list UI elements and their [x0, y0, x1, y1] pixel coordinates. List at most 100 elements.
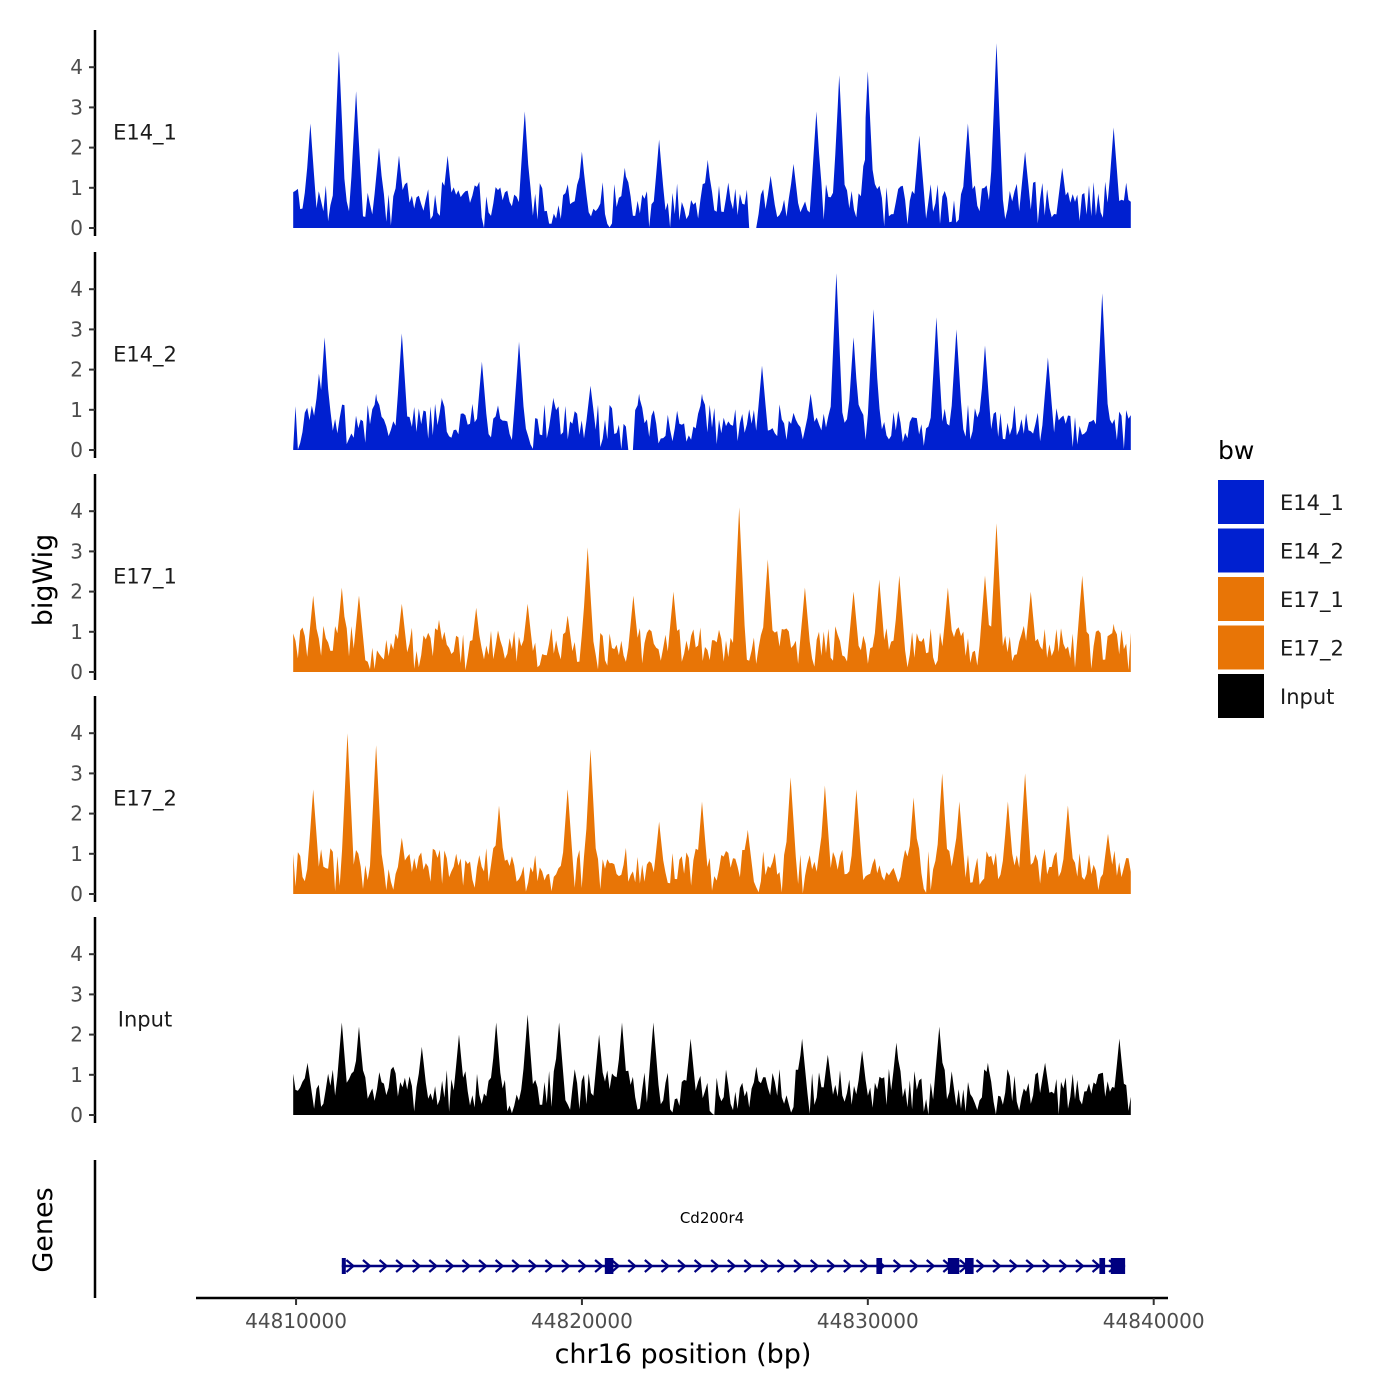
- y-tick-label: 4: [70, 277, 83, 301]
- x-axis-title: chr16 position (bp): [555, 1339, 812, 1370]
- x-tick-label: 44840000: [1103, 1309, 1205, 1333]
- strand-arrow: [1025, 1259, 1035, 1273]
- gene-exon: [1110, 1258, 1126, 1274]
- x-tick-label: 44810000: [245, 1309, 347, 1333]
- strand-arrow: [826, 1259, 836, 1273]
- strand-arrow: [743, 1259, 754, 1273]
- y-tick-label: 0: [70, 438, 83, 462]
- strand-arrow: [577, 1259, 588, 1273]
- legend-title: bw: [1218, 436, 1254, 465]
- gene-exon: [341, 1258, 346, 1274]
- y-tick-label: 4: [70, 942, 83, 966]
- y-tick-label: 3: [70, 95, 83, 119]
- strand-arrow: [461, 1259, 472, 1273]
- gene-exon: [947, 1258, 960, 1274]
- legend-label-E14_2: E14_2: [1280, 540, 1344, 565]
- gene-exon: [965, 1258, 974, 1274]
- y-tick-label: 1: [70, 1063, 83, 1087]
- coverage-area-Input: [293, 1014, 1131, 1115]
- legend-swatch-Input: [1218, 674, 1264, 718]
- track-label-E14_2: E14_2: [113, 343, 177, 368]
- strand-arrow: [793, 1259, 803, 1273]
- legend-label-E14_1: E14_1: [1280, 491, 1344, 516]
- x-tick-label: 44830000: [817, 1309, 919, 1333]
- genes-panel: Cd200r4 44810000 44820000 44830000 44840000: [93, 1160, 1205, 1333]
- strand-arrow: [478, 1259, 488, 1273]
- strand-arrow: [362, 1259, 372, 1273]
- strand-arrow: [445, 1259, 455, 1273]
- strand-arrow: [843, 1259, 853, 1273]
- genes-panel-title: Genes: [28, 1187, 59, 1272]
- strand-arrow: [395, 1259, 405, 1273]
- gene-exon: [876, 1258, 883, 1274]
- y-tick-label: 4: [70, 721, 83, 745]
- strand-arrow: [1008, 1259, 1019, 1273]
- strand-arrow: [859, 1259, 870, 1273]
- y-tick-label: 0: [70, 216, 83, 240]
- y-tick-label: 0: [70, 660, 83, 684]
- strand-arrow: [892, 1259, 903, 1273]
- coverage-area-E14_1: [293, 43, 1131, 228]
- strand-arrow: [926, 1259, 936, 1273]
- coverage-area-E14_2: [293, 273, 1131, 450]
- strand-arrow: [378, 1259, 389, 1273]
- y-tick-label: 3: [70, 761, 83, 785]
- y-tick-label: 4: [70, 55, 83, 79]
- y-tick-label: 1: [70, 620, 83, 644]
- axes: 0 1 2 3 4 E14_1 0 1 2 3 4 E14_2 0 1 2 3 4 E17_1 0 1 2 3 4 E17_2…: [70, 30, 177, 1127]
- strand-arrow: [760, 1259, 770, 1273]
- strand-arrow: [776, 1259, 787, 1273]
- strand-arrow: [710, 1259, 720, 1273]
- strand-arrow: [594, 1259, 604, 1273]
- coverage-area-E17_2: [293, 733, 1131, 894]
- y-tick-label: 0: [70, 882, 83, 906]
- y-tick-label: 3: [70, 539, 83, 563]
- strand-arrow: [411, 1259, 422, 1273]
- strand-arrow: [511, 1259, 521, 1273]
- legend-swatch-E14_1: [1218, 480, 1264, 524]
- y-tick-label: 2: [70, 136, 83, 160]
- y-axis-title: bigWig: [28, 534, 59, 627]
- strand-arrow: [975, 1259, 986, 1273]
- y-tick-label: 1: [70, 176, 83, 200]
- strand-arrow: [644, 1259, 654, 1273]
- y-tick-label: 0: [70, 1103, 83, 1127]
- track-label-Input: Input: [118, 1008, 172, 1032]
- y-tick-label: 4: [70, 499, 83, 523]
- x-tick-label: 44820000: [531, 1309, 633, 1333]
- strand-arrow: [809, 1259, 820, 1273]
- strand-arrow: [693, 1259, 704, 1273]
- y-tick-label: 2: [70, 802, 83, 826]
- strand-arrow: [610, 1259, 621, 1273]
- y-tick-label: 1: [70, 398, 83, 422]
- strand-arrow: [909, 1259, 919, 1273]
- strand-arrow: [428, 1259, 438, 1273]
- strand-arrow: [627, 1259, 637, 1273]
- y-tick-label: 2: [70, 1023, 83, 1047]
- track-label-E17_1: E17_1: [113, 565, 177, 590]
- track-label-E14_1: E14_1: [113, 121, 177, 146]
- strand-arrow: [528, 1259, 538, 1273]
- gene-exon: [604, 1258, 614, 1274]
- y-tick-label: 2: [70, 358, 83, 382]
- track-label-E17_2: E17_2: [113, 787, 177, 812]
- strand-arrow: [494, 1259, 505, 1273]
- strand-arrow: [544, 1259, 555, 1273]
- legend: bw E14_1 E14_2 E17_1 E17_2 Input: [1218, 436, 1344, 718]
- legend-label-Input: Input: [1280, 685, 1334, 709]
- strand-arrow: [660, 1259, 671, 1273]
- strand-arrow: [1058, 1259, 1069, 1273]
- legend-label-E17_1: E17_1: [1280, 588, 1344, 613]
- legend-swatch-E17_1: [1218, 577, 1264, 621]
- y-tick-label: 3: [70, 982, 83, 1006]
- legend-label-E17_2: E17_2: [1280, 637, 1344, 662]
- y-tick-label: 2: [70, 580, 83, 604]
- y-tick-label: 1: [70, 842, 83, 866]
- coverage-tracks: [293, 43, 1131, 1115]
- strand-arrow: [1042, 1259, 1052, 1273]
- gene-exon: [1099, 1258, 1106, 1274]
- strand-arrow: [561, 1259, 571, 1273]
- strand-arrow: [677, 1259, 687, 1273]
- y-tick-label: 3: [70, 317, 83, 341]
